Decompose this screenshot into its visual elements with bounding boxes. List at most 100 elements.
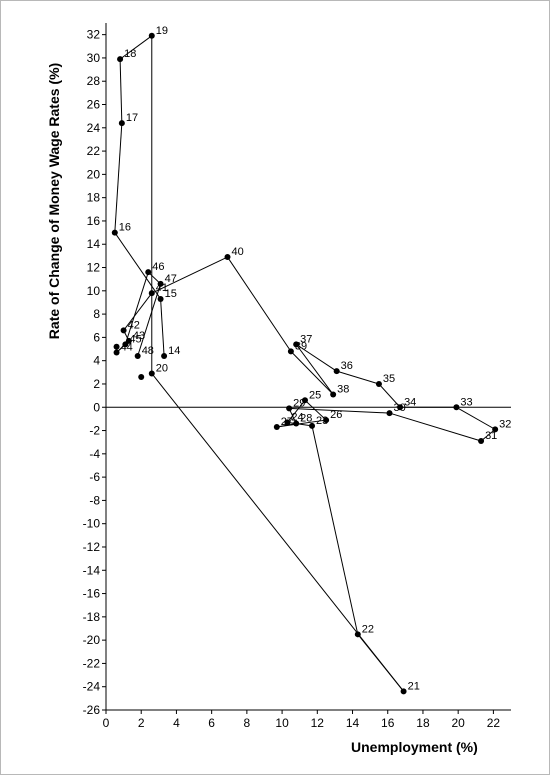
data-points xyxy=(111,32,499,695)
data-point xyxy=(333,368,340,375)
y-axis-title: Rate of Change of Money Wage Rates (%) xyxy=(46,63,62,339)
point-label: 14 xyxy=(168,345,180,357)
x-tick-label: 2 xyxy=(138,716,145,730)
y-tick-label: -20 xyxy=(83,633,101,647)
connecting-lines xyxy=(114,35,496,692)
y-tick-label: -6 xyxy=(89,470,100,484)
x-tick-label: 4 xyxy=(173,716,180,730)
series-segment xyxy=(378,383,401,408)
point-label: 24 xyxy=(291,411,303,423)
y-tick-label: -10 xyxy=(83,517,101,531)
point-label: 32 xyxy=(499,418,511,430)
data-point xyxy=(120,327,127,334)
data-point xyxy=(400,688,407,695)
point-label: 31 xyxy=(485,430,497,442)
point-label: 40 xyxy=(232,246,244,258)
x-tick-label: 22 xyxy=(487,716,501,730)
data-point xyxy=(138,373,145,380)
point-label: 43 xyxy=(133,330,145,342)
series-segment xyxy=(456,406,496,430)
series-segment xyxy=(289,407,390,414)
data-point xyxy=(122,341,129,348)
series-segment xyxy=(119,35,153,60)
data-point xyxy=(148,32,155,39)
x-tick-label: 10 xyxy=(275,716,289,730)
y-tick-label: 20 xyxy=(87,167,101,181)
data-point xyxy=(323,417,330,424)
x-axis-title: Unemployment (%) xyxy=(351,739,478,755)
data-point xyxy=(273,424,280,431)
y-tick-label: -16 xyxy=(83,587,101,601)
series-segment xyxy=(114,232,161,300)
point-label: 44 xyxy=(121,342,133,354)
data-point xyxy=(286,405,293,412)
data-point xyxy=(301,397,308,404)
data-point xyxy=(375,380,382,387)
series-segment xyxy=(114,123,123,233)
y-tick-label: -2 xyxy=(89,424,100,438)
series-segment xyxy=(119,59,123,124)
series-segment xyxy=(276,423,297,428)
data-point xyxy=(111,229,118,236)
point-label: 30 xyxy=(394,402,406,414)
point-label: 35 xyxy=(383,373,395,385)
data-point xyxy=(157,280,164,287)
y-tick-label: 6 xyxy=(93,330,100,344)
point-label: 21 xyxy=(408,680,420,692)
y-tick-label: 22 xyxy=(87,144,101,158)
data-point xyxy=(117,56,124,63)
data-point xyxy=(161,353,168,360)
data-point xyxy=(157,295,164,302)
point-label: 45 xyxy=(129,333,141,345)
y-tick-label: -4 xyxy=(89,447,100,461)
series-segment xyxy=(304,399,327,421)
point-label: 37 xyxy=(300,333,312,345)
series-segment xyxy=(137,283,162,357)
y-tick-label: 2 xyxy=(93,377,100,391)
x-tick-label: 14 xyxy=(346,716,360,730)
point-label: 48 xyxy=(142,345,154,357)
x-tick-label: 18 xyxy=(416,716,430,730)
point-label: 42 xyxy=(128,319,140,331)
data-point xyxy=(386,410,393,417)
y-tick-label: 8 xyxy=(93,307,100,321)
point-label: 15 xyxy=(165,288,177,300)
series-segment xyxy=(286,399,306,423)
data-point xyxy=(287,348,294,355)
data-point xyxy=(309,422,316,429)
y-tick-label: 30 xyxy=(87,51,101,65)
y-tick-label: -8 xyxy=(89,493,100,507)
y-tick-label: 28 xyxy=(87,74,101,88)
y-tick-label: -24 xyxy=(83,680,101,694)
point-label: 22 xyxy=(362,623,374,635)
data-point xyxy=(148,290,155,297)
y-tick-label: 14 xyxy=(87,237,101,251)
series-segment xyxy=(311,425,359,635)
series-segment xyxy=(290,351,334,395)
y-tick-label: -14 xyxy=(83,563,101,577)
y-tick-label: 0 xyxy=(93,400,100,414)
data-point xyxy=(293,420,300,427)
y-tick-label: -12 xyxy=(83,540,101,554)
data-point xyxy=(224,254,231,261)
series-segment xyxy=(123,292,153,331)
point-label: 46 xyxy=(152,261,164,273)
series-segment xyxy=(295,344,334,395)
series-segment xyxy=(227,256,292,352)
y-tick-label: 4 xyxy=(93,354,100,368)
x-tick-label: 20 xyxy=(451,716,465,730)
point-label: 38 xyxy=(337,383,349,395)
y-tick-label: 32 xyxy=(87,28,101,42)
data-point xyxy=(284,419,291,426)
point-label: 17 xyxy=(126,112,138,124)
point-label: 34 xyxy=(404,396,416,408)
point-label: 25 xyxy=(309,389,321,401)
x-tick-label: 8 xyxy=(244,716,251,730)
point-label: 41 xyxy=(156,282,168,294)
series-segment xyxy=(160,298,165,357)
y-tick-label: -18 xyxy=(83,610,101,624)
data-point xyxy=(330,391,337,398)
series-segment xyxy=(389,412,482,442)
